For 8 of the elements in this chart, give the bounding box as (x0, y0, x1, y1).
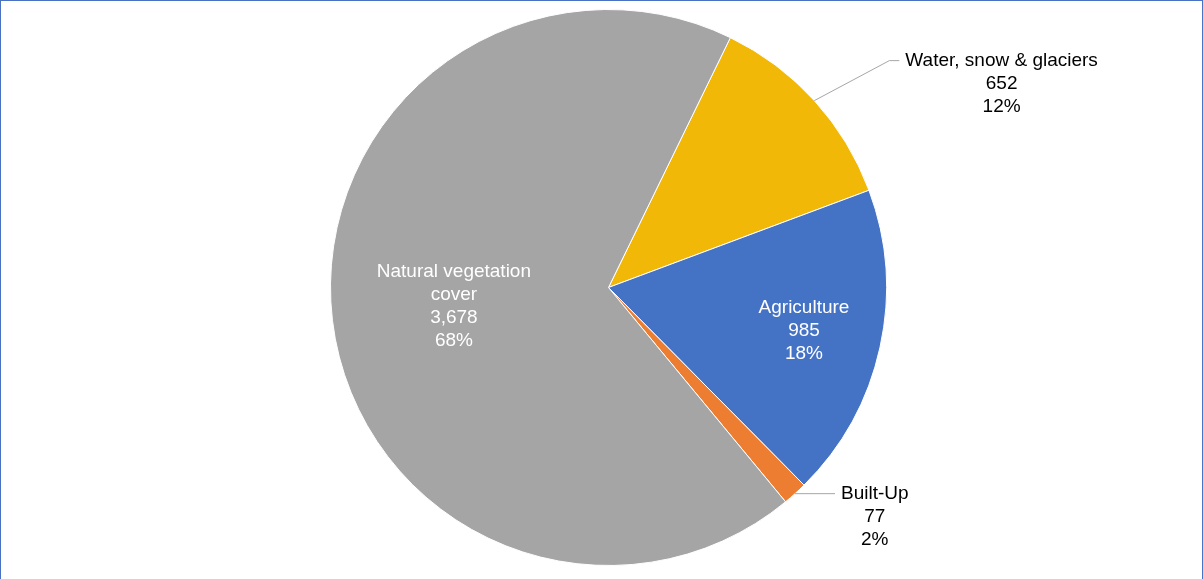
slice-label: Natural vegetation cover (376, 259, 532, 304)
slice-label: Agriculture (758, 295, 850, 317)
data-label: 3,678 68% (430, 305, 478, 350)
data-label: 652 12% (982, 71, 1021, 116)
slice-label: Water, snow & glaciers (905, 48, 1098, 70)
data-label: 77 2% (861, 504, 889, 549)
slice-label: Built-Up (841, 481, 909, 503)
data-label: 985 18% (784, 318, 824, 363)
